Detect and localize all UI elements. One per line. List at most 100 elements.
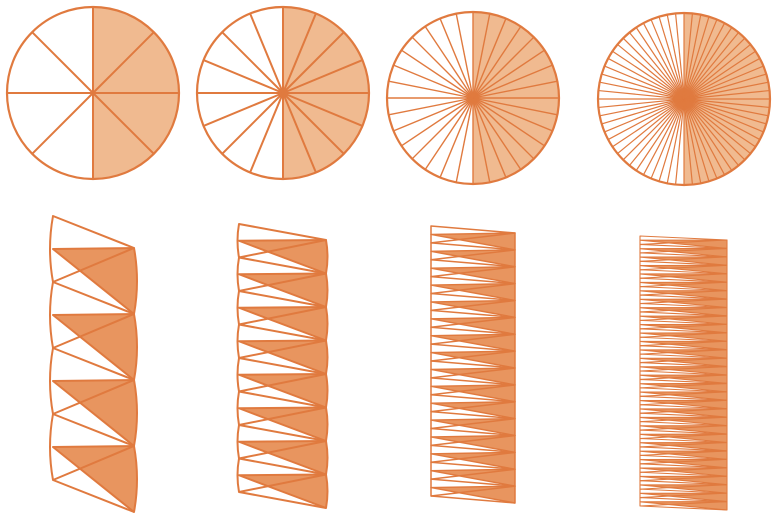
strip-bottom-edge [430,495,516,504]
sector-divider [683,89,770,100]
unshaded-wedge [430,478,516,497]
shaded-wedge [639,475,728,486]
sector-divider [635,27,685,100]
unshaded-wedge [639,370,728,380]
shaded-wedge [639,281,728,292]
sector-divider [249,13,284,94]
unshaded-wedge [430,444,516,463]
sector-divider [635,98,685,171]
shaded-wedge [238,272,329,308]
shaded-wedge [639,315,728,325]
shaded-wedge [639,290,728,300]
shaded-wedge [639,501,728,511]
unshaded-wedge [639,319,728,330]
sector-divider [203,92,284,127]
unshaded-wedge [639,429,728,440]
shaded-wedge [430,401,516,420]
unshaded-wedge [639,286,728,296]
unshaded-wedge [430,259,516,278]
sector-divider [683,98,702,184]
shaded-wedge [238,473,329,509]
sector-divider [683,27,733,100]
sector-divider [683,13,694,100]
shaded-wedge [52,313,138,381]
sector-divider [282,92,363,127]
sector-divider [622,98,685,161]
shaded-wedge [639,408,728,418]
shaded-wedge [639,450,728,460]
shaded-wedge [430,417,516,437]
sector-divider [455,97,474,183]
unshaded-wedge [639,362,728,372]
shaded-wedge [639,264,728,275]
sector-divider [683,50,756,100]
unshaded-wedge [639,471,728,482]
unshaded-wedge [639,446,728,456]
sector-divider [683,16,710,100]
sector-divider [607,57,685,100]
shaded-wedge [52,379,138,447]
sector-divider [612,98,685,148]
shaded-wedge [238,440,329,476]
sector-divider [607,98,685,141]
sector-divider [683,22,726,100]
sector-divider [683,98,751,155]
shaded-wedge [639,357,728,368]
shaded-wedge [639,433,728,444]
sector-divider [683,98,733,171]
shaded-wedge [238,339,329,375]
circle-16-sectors [195,5,371,181]
sector-divider [666,98,685,184]
unshaded-wedge [430,394,516,413]
sector-divider [683,98,767,125]
unshaded-wedge [430,360,516,379]
sector-divider [642,98,685,176]
sector-divider [282,31,345,94]
sector-divider [683,73,767,100]
shaded-wedge [430,333,516,352]
unshaded-wedge [639,437,728,448]
sector-divider [472,64,553,99]
shaded-wedge [430,232,516,251]
sector-divider [622,37,685,100]
unshaded-wedge [430,377,516,396]
strip-bottom-edge [52,479,135,513]
unshaded-wedge [430,292,516,312]
sector-divider [455,13,474,99]
sector-divider [424,97,474,170]
shaded-wedge [238,306,329,342]
unshaded-wedge [639,480,728,490]
unshaded-wedge [639,311,728,321]
shaded-wedge [430,266,516,285]
sector-divider [599,98,685,117]
sector-divider [472,36,535,99]
sector-divider [472,18,507,99]
shaded-wedge [639,382,728,393]
sector-divider [604,65,685,100]
unshaded-wedge [639,454,728,465]
shaded-wedge [430,350,516,369]
unshaded-wedge [639,353,728,364]
circle-64-sectors [596,11,772,187]
sector-divider [598,98,685,109]
sector-divider [599,81,685,100]
sector-divider [282,92,345,155]
unshaded-wedge [430,225,516,244]
sector-divider [650,19,685,100]
shaded-wedge [238,239,329,275]
sector-divider [650,98,685,179]
shaded-wedge [639,349,728,359]
sector-divider [401,97,474,147]
strip-bottom-edge [238,491,327,509]
unshaded-wedge [639,328,728,338]
unshaded-wedge [639,345,728,355]
unshaded-wedge [639,269,728,279]
unshaded-wedge [639,463,728,473]
sector-divider [683,19,718,100]
sector-divider [439,18,474,99]
shaded-wedge [238,373,329,409]
shaded-wedge [430,249,516,268]
sector-divider [628,98,685,166]
sector-divider [472,26,522,99]
unshaded-wedge [639,412,728,423]
